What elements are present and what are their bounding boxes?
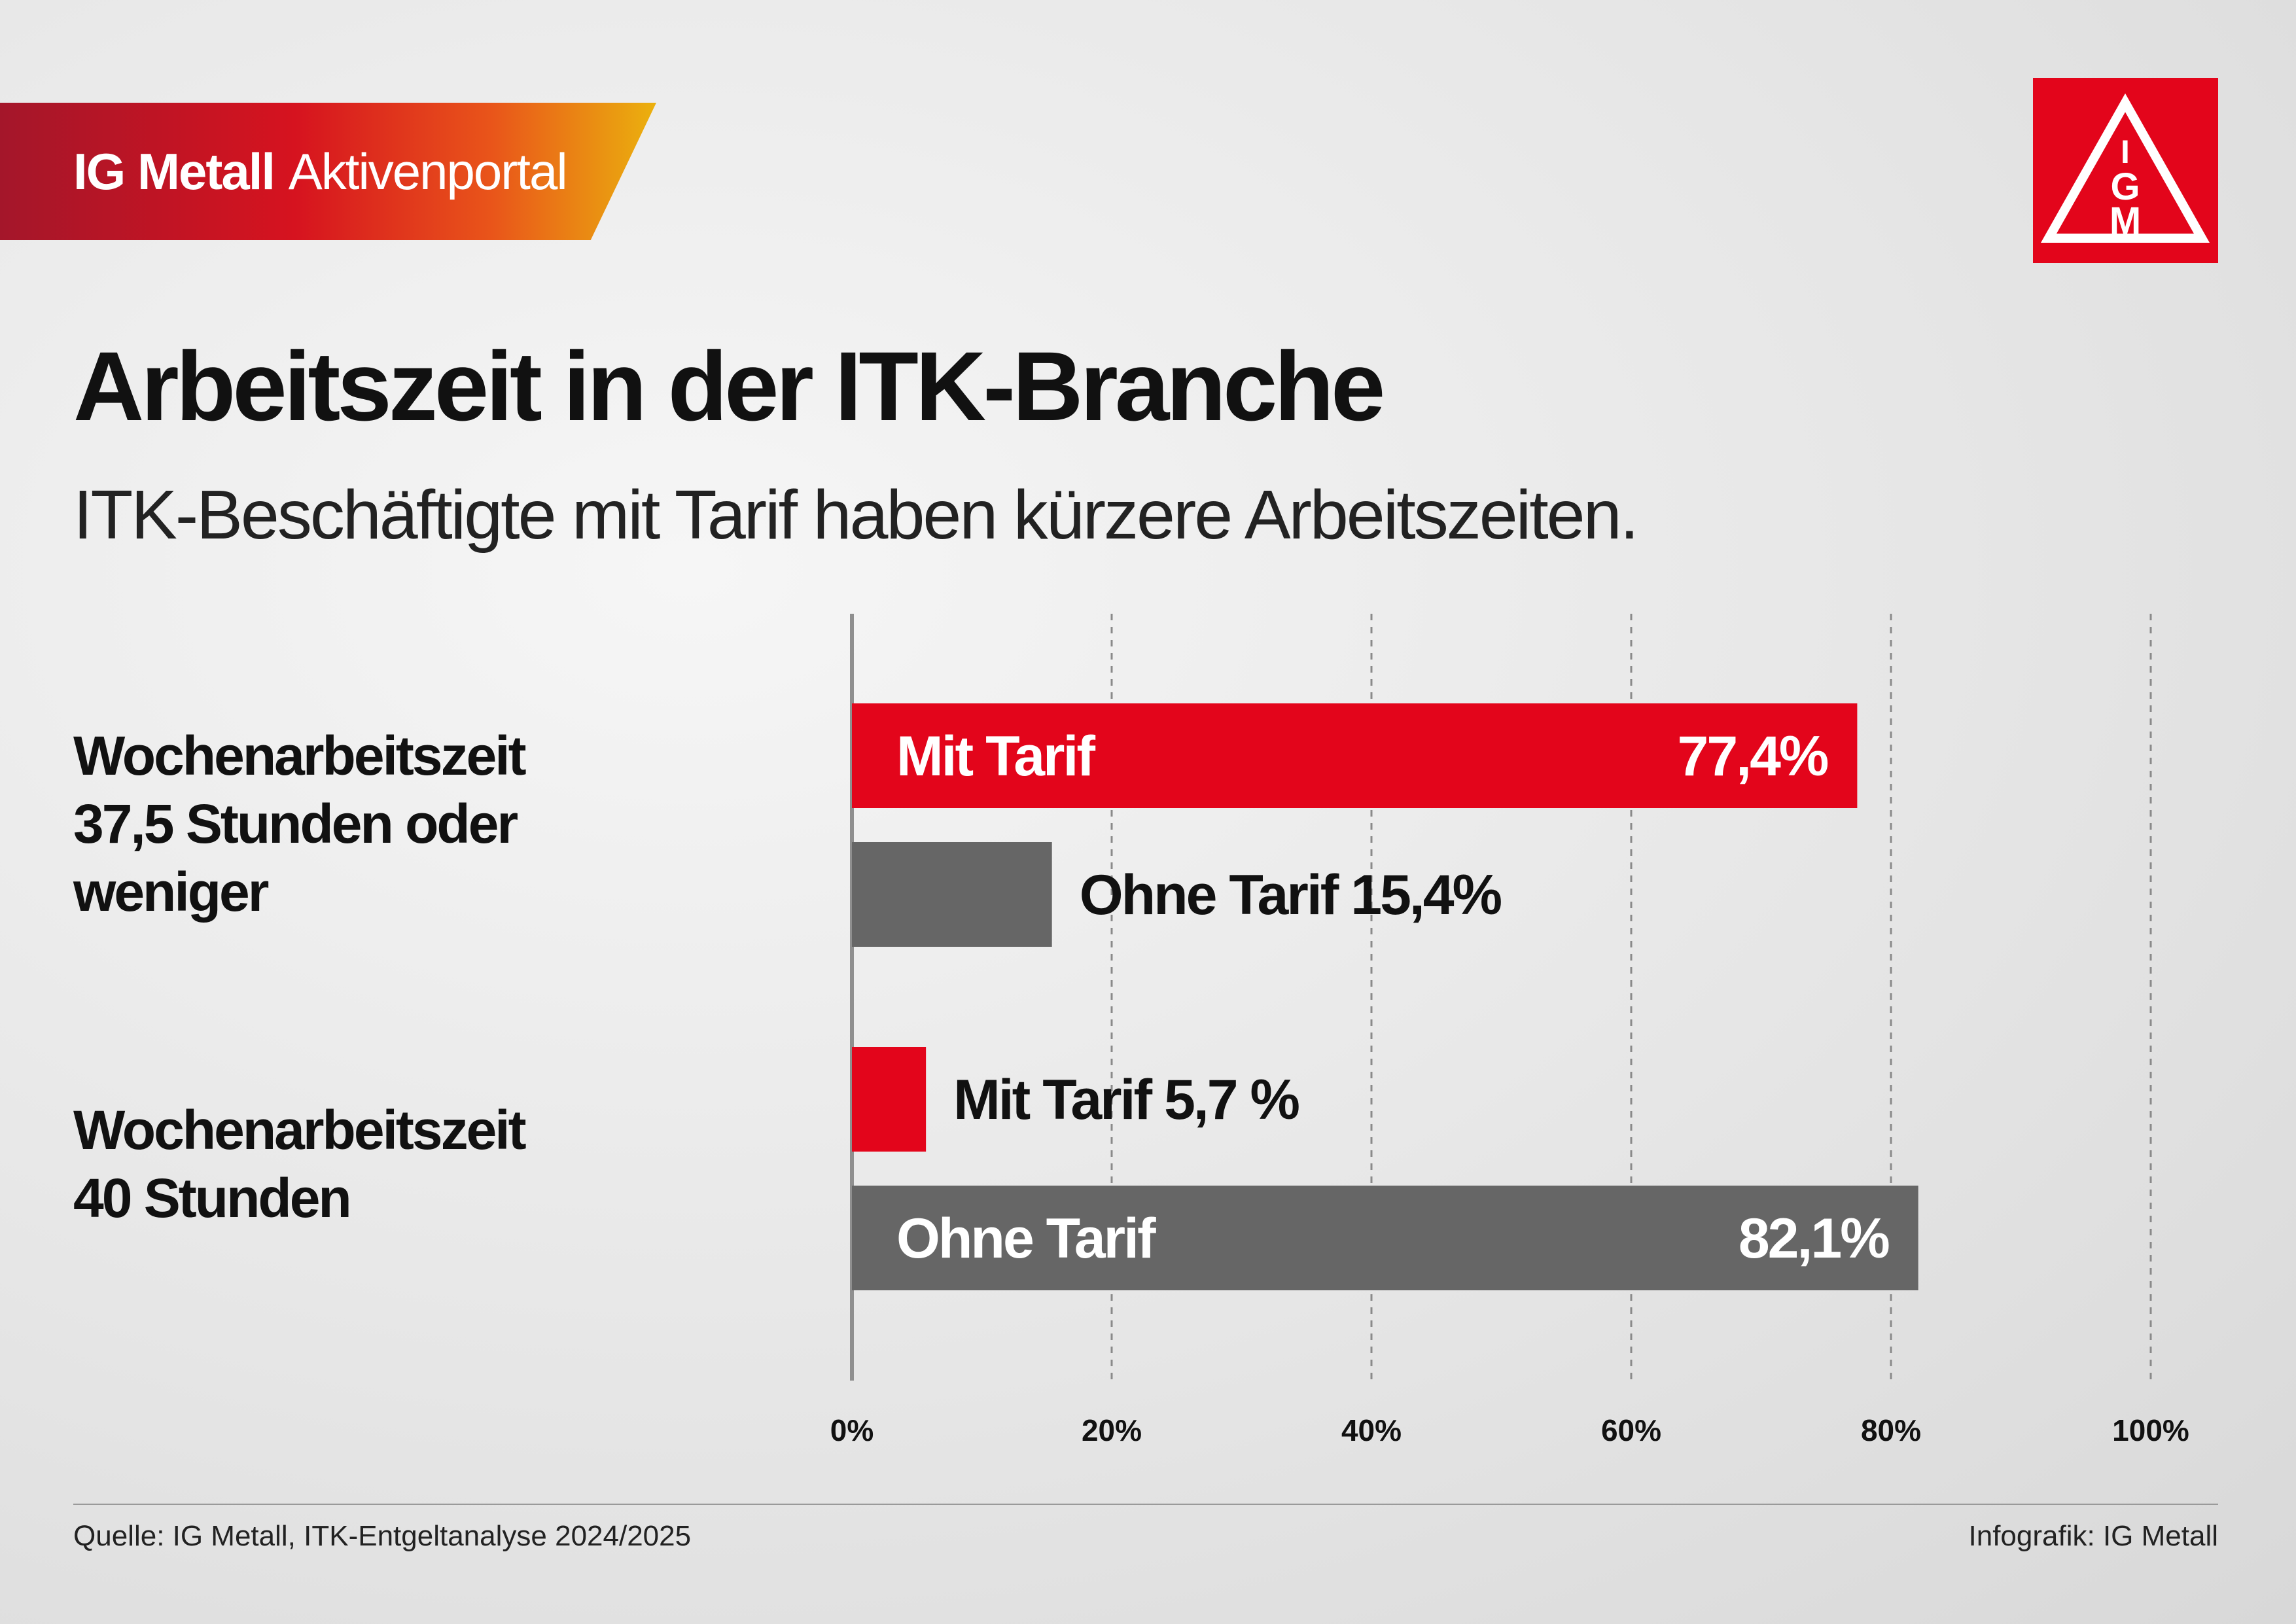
x-axis-ticks: 0% 20% 40% 60% 80% 100% bbox=[830, 1413, 2189, 1447]
category-label-40h: Wochenarbeitszeit 40 Stunden bbox=[73, 1096, 527, 1232]
bar bbox=[852, 1047, 927, 1152]
bar-series-label: Mit Tarif bbox=[896, 725, 1095, 788]
logo-triangle-icon: I G M bbox=[2041, 93, 2210, 243]
bar-series-label: Ohne Tarif 15,4% bbox=[1080, 864, 1502, 927]
ig-metall-logo: I G M bbox=[2033, 78, 2218, 263]
bar-value-label: 5,7 % bbox=[1164, 1068, 1299, 1131]
bar bbox=[852, 842, 1052, 947]
bar-series-label: Mit Tarif 5,7 % bbox=[953, 1068, 1299, 1131]
brand-name-light: Aktivenportal bbox=[288, 143, 568, 200]
brand-name-bold: IG Metall bbox=[73, 143, 275, 200]
credit-note: Infografik: IG Metall bbox=[1968, 1520, 2218, 1552]
bar-value-label: 77,4% bbox=[1678, 725, 1828, 788]
bar-value-label: 82,1% bbox=[1739, 1207, 1889, 1270]
x-tick-label: 20% bbox=[1082, 1413, 1142, 1447]
brand-name: IG Metall Aktivenportal bbox=[73, 139, 568, 204]
category-label-line: weniger bbox=[73, 861, 269, 923]
x-tick-label: 0% bbox=[830, 1413, 874, 1447]
footer-divider bbox=[73, 1504, 2218, 1505]
bar-labels: Mit Tarif 77,4% Ohne Tarif 15,4% Mit Tarif … bbox=[896, 725, 1891, 1270]
logo-letter-i: I bbox=[2121, 133, 2130, 170]
bar bbox=[852, 703, 1858, 808]
bar bbox=[852, 1186, 1918, 1290]
category-label-line: Wochenarbeitszeit bbox=[73, 1099, 527, 1161]
bar-series-label: Ohne Tarif bbox=[896, 1207, 1156, 1270]
x-tick-label: 60% bbox=[1601, 1413, 1661, 1447]
x-tick-label: 100% bbox=[2112, 1413, 2189, 1447]
bar-value-label: 15,4% bbox=[1351, 864, 1501, 927]
x-tick-label: 80% bbox=[1861, 1413, 1921, 1447]
chart-subtitle: ITK-Beschäftigte mit Tarif haben kürzere… bbox=[73, 476, 1639, 554]
brand-banner bbox=[0, 103, 656, 240]
category-label-37-5h: Wochenarbeitszeit 37,5 Stunden oder weni… bbox=[73, 722, 527, 926]
source-note: Quelle: IG Metall, ITK-Entgeltanalyse 20… bbox=[73, 1520, 692, 1552]
x-tick-label: 40% bbox=[1341, 1413, 1402, 1447]
chart-title: Arbeitszeit in der ITK-Branche bbox=[73, 331, 1385, 441]
logo-letter-g: G bbox=[2110, 166, 2140, 208]
category-label-line: 37,5 Stunden oder bbox=[73, 793, 518, 855]
bars bbox=[852, 703, 1918, 1290]
logo-letter-m: M bbox=[2110, 200, 2141, 242]
category-label-line: Wochenarbeitszeit bbox=[73, 725, 527, 786]
category-label-line: 40 Stunden bbox=[73, 1167, 352, 1229]
